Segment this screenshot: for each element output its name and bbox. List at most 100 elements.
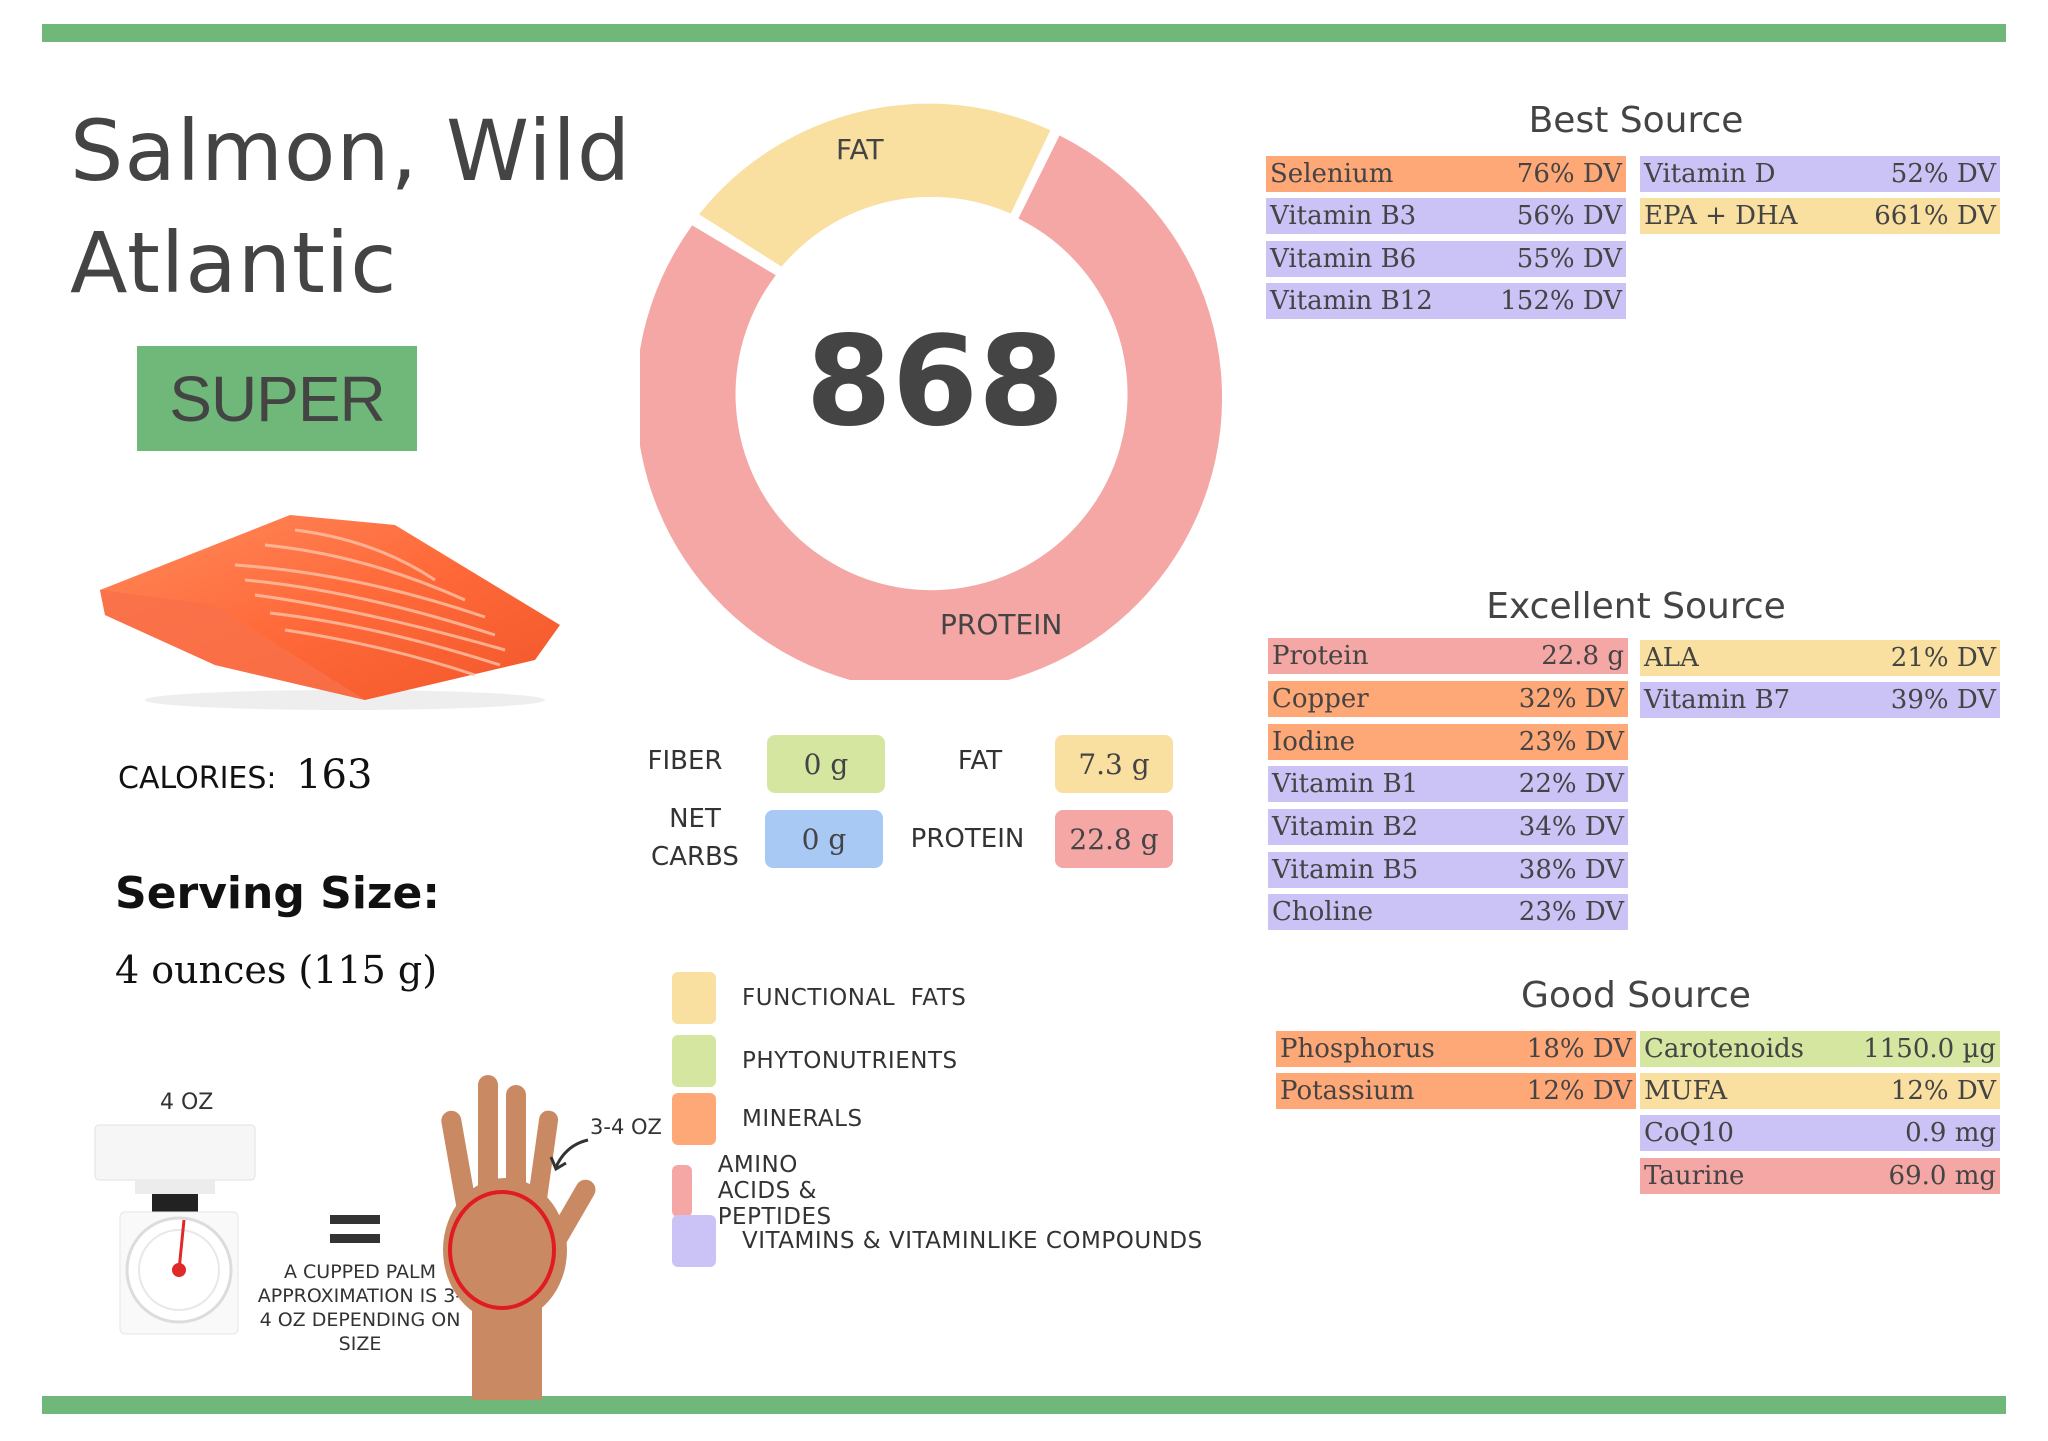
nutrient-row: Vitamin D 52% DV bbox=[1640, 156, 2000, 192]
nutrient-row: Copper 32% DV bbox=[1268, 681, 1628, 717]
legend-item: AMINO ACIDS & PEPTIDES bbox=[672, 1152, 856, 1230]
nutrient-value: 39% DV bbox=[1890, 685, 1996, 715]
nutrient-value: 661% DV bbox=[1874, 201, 1996, 231]
calories-value: 163 bbox=[296, 752, 373, 798]
legend-item: VITAMINS & VITAMINLIKE COMPOUNDS bbox=[672, 1215, 1203, 1267]
nutrient-row: Carotenoids 1150.0 µg bbox=[1640, 1031, 2000, 1067]
legend-label: AMINO ACIDS & PEPTIDES bbox=[717, 1152, 832, 1230]
nutrient-row: Protein 22.8 g bbox=[1268, 638, 1628, 674]
nutrient-value: 21% DV bbox=[1890, 643, 1996, 673]
nutrient-value: 12% DV bbox=[1890, 1076, 1996, 1106]
page-title: Salmon, Wild Atlantic bbox=[70, 95, 631, 319]
legend-label: FUNCTIONAL FATS bbox=[742, 985, 967, 1011]
legend-swatch-icon bbox=[672, 1035, 716, 1087]
nutrient-name: Vitamin B3 bbox=[1270, 201, 1417, 231]
nutrient-row: Selenium 76% DV bbox=[1266, 156, 1626, 192]
fiber-value-box: 0 g bbox=[767, 735, 885, 793]
nutrient-name: Taurine bbox=[1644, 1161, 1745, 1191]
nutrient-name: Vitamin B1 bbox=[1272, 769, 1419, 799]
fat-label: FAT bbox=[957, 746, 1003, 776]
good-source-title: Good Source bbox=[1521, 975, 1751, 1016]
nutrient-name: Protein bbox=[1272, 641, 1369, 671]
nutrient-value: 34% DV bbox=[1518, 812, 1624, 842]
nutrient-row: Choline 23% DV bbox=[1268, 894, 1628, 930]
fat-value-box: 7.3 g bbox=[1055, 735, 1173, 793]
nutrition-score: 868 bbox=[805, 310, 1065, 454]
nutrient-value: 56% DV bbox=[1516, 201, 1622, 231]
nutrient-value: 55% DV bbox=[1516, 244, 1622, 274]
legend-label: VITAMINS & VITAMINLIKE COMPOUNDS bbox=[742, 1228, 1203, 1254]
nutrient-name: Copper bbox=[1272, 684, 1369, 714]
legend-item: MINERALS bbox=[672, 1093, 863, 1145]
legend-item: PHYTONUTRIENTS bbox=[672, 1035, 958, 1087]
nutrient-value: 32% DV bbox=[1518, 684, 1624, 714]
bottom-divider-bar bbox=[42, 1396, 2006, 1414]
nutrient-row: Vitamin B6 55% DV bbox=[1266, 241, 1626, 277]
nutrient-row: Iodine 23% DV bbox=[1268, 724, 1628, 760]
net-carbs-label: NET CARBS bbox=[640, 800, 750, 876]
equals-icon bbox=[330, 1215, 380, 1243]
nutrient-value: 1150.0 µg bbox=[1863, 1034, 1996, 1064]
nutrient-value: 23% DV bbox=[1518, 897, 1624, 927]
nutrient-value: 23% DV bbox=[1518, 727, 1624, 757]
nutrient-value: 76% DV bbox=[1516, 159, 1622, 189]
nutrient-name: Phosphorus bbox=[1280, 1034, 1435, 1064]
fiber-label: FIBER bbox=[647, 746, 723, 776]
net-carbs-label-line1: NET bbox=[669, 804, 721, 834]
nutrient-value: 18% DV bbox=[1526, 1034, 1632, 1064]
nutrient-name: Potassium bbox=[1280, 1076, 1415, 1106]
nutrient-value: 52% DV bbox=[1890, 159, 1996, 189]
macro-donut-chart bbox=[640, 103, 1223, 680]
nutrient-name: Vitamin B6 bbox=[1270, 244, 1417, 274]
nutrient-name: Vitamin B2 bbox=[1272, 812, 1419, 842]
legend-label: MINERALS bbox=[742, 1106, 863, 1132]
legend-item: FUNCTIONAL FATS bbox=[672, 972, 966, 1024]
donut-label-protein: PROTEIN bbox=[940, 608, 1063, 641]
net-carbs-value: 0 g bbox=[801, 822, 847, 856]
nutrient-name: ALA bbox=[1644, 643, 1699, 673]
fat-value: 7.3 g bbox=[1078, 747, 1150, 781]
rating-badge: SUPER bbox=[137, 346, 417, 451]
nutrient-row: Vitamin B2 34% DV bbox=[1268, 809, 1628, 845]
salmon-fillet-image bbox=[100, 515, 560, 710]
nutrient-name: EPA + DHA bbox=[1644, 201, 1798, 231]
protein-value: 22.8 g bbox=[1069, 822, 1159, 856]
calories-label: CALORIES: bbox=[118, 761, 277, 796]
fiber-value: 0 g bbox=[803, 747, 849, 781]
donut-label-fat: FAT bbox=[836, 133, 884, 166]
nutrient-name: MUFA bbox=[1644, 1076, 1728, 1106]
kitchen-scale-icon bbox=[94, 1124, 256, 1335]
nutrient-value: 0.9 mg bbox=[1905, 1118, 1996, 1148]
hand-weight-label: 3-4 OZ bbox=[590, 1115, 662, 1139]
nutrient-name: Vitamin D bbox=[1644, 159, 1776, 189]
nutrient-row: ALA 21% DV bbox=[1640, 640, 2000, 676]
donut-segment-fat bbox=[699, 103, 1051, 267]
calories: CALORIES: 163 bbox=[118, 752, 372, 798]
title-line-1: Salmon, Wild bbox=[70, 102, 632, 200]
nutrient-row: Taurine 69.0 mg bbox=[1640, 1158, 2000, 1194]
nutrient-value: 12% DV bbox=[1526, 1076, 1632, 1106]
nutrient-name: Selenium bbox=[1270, 159, 1394, 189]
excellent-source-title: Excellent Source bbox=[1486, 586, 1786, 627]
nutrient-name: Iodine bbox=[1272, 727, 1356, 757]
nutrient-row: EPA + DHA 661% DV bbox=[1640, 198, 2000, 234]
serving-size-value: 4 ounces (115 g) bbox=[115, 948, 438, 992]
nutrient-row: Phosphorus 18% DV bbox=[1276, 1031, 1636, 1067]
nutrient-value: 152% DV bbox=[1500, 286, 1622, 316]
nutrient-row: Vitamin B7 39% DV bbox=[1640, 682, 2000, 718]
rating-badge-label: SUPER bbox=[169, 362, 385, 435]
protein-value-box: 22.8 g bbox=[1055, 810, 1173, 868]
top-divider-bar bbox=[42, 24, 2006, 42]
nutrient-name: CoQ10 bbox=[1644, 1118, 1734, 1148]
legend-swatch-icon bbox=[672, 1215, 716, 1267]
nutrient-row: Potassium 12% DV bbox=[1276, 1073, 1636, 1109]
scale-weight-label: 4 OZ bbox=[160, 1090, 214, 1115]
nutrient-row: Vitamin B1 22% DV bbox=[1268, 766, 1628, 802]
nutrient-name: Vitamin B5 bbox=[1272, 855, 1419, 885]
hand-palm-icon bbox=[441, 1075, 596, 1400]
arrow-icon bbox=[549, 1138, 589, 1172]
legend-label: PHYTONUTRIENTS bbox=[742, 1048, 958, 1074]
nutrient-row: Vitamin B12 152% DV bbox=[1266, 283, 1626, 319]
title-line-2: Atlantic bbox=[70, 214, 398, 312]
legend-swatch-icon bbox=[672, 972, 716, 1024]
